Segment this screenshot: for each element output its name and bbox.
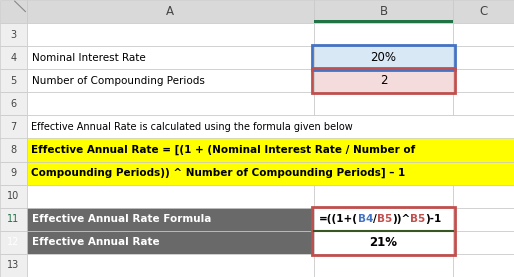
Bar [453,23,514,46]
Bar [314,69,453,92]
Bar [0,92,27,116]
Bar [453,0,514,23]
Bar [314,20,453,23]
Bar [0,0,27,23]
Text: 13: 13 [7,260,20,270]
Bar [27,161,514,185]
Bar [314,231,453,254]
Bar [0,185,27,208]
Text: Nominal Interest Rate: Nominal Interest Rate [32,53,145,63]
Text: 4: 4 [10,53,16,63]
Text: 12: 12 [7,237,20,247]
Text: Effective Annual Rate is calculated using the formula given below: Effective Annual Rate is calculated usin… [31,122,353,132]
Bar [314,0,453,23]
Text: B4: B4 [358,214,373,224]
Bar [27,23,314,46]
Bar [0,46,27,69]
Bar [453,185,514,208]
Bar [27,138,514,161]
Bar [453,208,514,231]
Bar [314,185,453,208]
Text: C: C [480,5,488,18]
Bar [453,46,514,69]
Text: Effective Annual Rate: Effective Annual Rate [32,237,159,247]
Text: 7: 7 [10,122,16,132]
Text: 5: 5 [10,76,16,86]
Text: Effective Annual Rate = [(1 + (Nominal Interest Rate / Number of: Effective Annual Rate = [(1 + (Nominal I… [31,145,415,155]
Text: /: / [373,214,377,224]
Bar [27,254,314,277]
Bar [0,138,27,161]
Bar [27,231,314,254]
Bar [0,208,27,231]
Text: B5: B5 [410,214,426,224]
Text: )-1: )-1 [426,214,442,224]
Bar [27,0,314,23]
Text: Effective Annual Rate Formula: Effective Annual Rate Formula [32,214,211,224]
Text: =((1+(: =((1+( [319,214,358,224]
Bar [453,231,514,254]
Bar [27,92,314,116]
Bar [0,161,27,185]
Bar [312,68,455,93]
Bar [314,254,453,277]
Bar [0,69,27,92]
Bar [0,231,27,254]
Bar [27,208,314,231]
Text: A: A [166,5,174,18]
Bar [27,46,314,69]
Bar [312,207,455,255]
Bar [0,254,27,277]
Text: B: B [379,5,388,18]
Text: 10: 10 [7,191,20,201]
Text: 2: 2 [380,74,387,87]
Text: 21%: 21% [370,236,397,249]
Bar [314,92,453,116]
Text: 8: 8 [10,145,16,155]
Bar [27,185,314,208]
Bar [314,208,453,231]
Bar [453,92,514,116]
Bar [312,45,455,70]
Bar [27,69,314,92]
Text: 6: 6 [10,99,16,109]
Bar [27,116,514,138]
Text: 9: 9 [10,168,16,178]
Text: Number of Compounding Periods: Number of Compounding Periods [32,76,205,86]
Bar [314,46,453,69]
Bar [0,23,27,46]
Text: ))^: ))^ [392,214,410,224]
Bar [453,69,514,92]
Text: 11: 11 [7,214,20,224]
Bar [314,23,453,46]
Text: 20%: 20% [371,51,396,64]
Text: B5: B5 [377,214,392,224]
Text: 3: 3 [10,30,16,40]
Text: Compounding Periods)) ^ Number of Compounding Periods] – 1: Compounding Periods)) ^ Number of Compou… [31,168,405,178]
Bar [0,116,27,138]
Bar [453,254,514,277]
